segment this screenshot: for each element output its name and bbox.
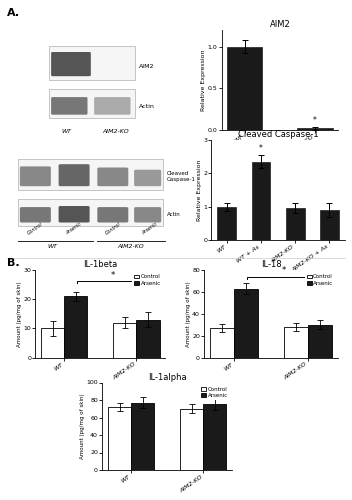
- Text: *: *: [313, 116, 317, 125]
- Bar: [49, 90, 136, 118]
- Text: AIM2: AIM2: [139, 64, 154, 69]
- Text: Cleaved
Caspase-1: Cleaved Caspase-1: [167, 170, 196, 182]
- FancyBboxPatch shape: [97, 207, 128, 222]
- Bar: [252, 162, 270, 240]
- FancyBboxPatch shape: [51, 97, 88, 114]
- Bar: [64, 296, 87, 358]
- FancyBboxPatch shape: [94, 97, 131, 114]
- Text: A.: A.: [7, 8, 20, 18]
- Legend: Control, Arsenic: Control, Arsenic: [132, 273, 163, 287]
- Y-axis label: Relative Expression: Relative Expression: [201, 50, 207, 111]
- FancyBboxPatch shape: [58, 206, 89, 222]
- Bar: [18, 200, 163, 226]
- Bar: [49, 46, 136, 80]
- Text: Actin: Actin: [139, 104, 155, 110]
- Bar: [113, 322, 137, 358]
- Text: AIM2-KO: AIM2-KO: [102, 130, 129, 134]
- Bar: [320, 210, 339, 240]
- Text: *: *: [259, 144, 263, 154]
- Bar: [227, 46, 262, 130]
- FancyBboxPatch shape: [58, 164, 89, 186]
- Bar: [308, 324, 332, 358]
- Text: Actin: Actin: [167, 212, 181, 218]
- Bar: [137, 320, 159, 358]
- Y-axis label: Amount (pg/mg of skin): Amount (pg/mg of skin): [17, 281, 22, 346]
- Bar: [180, 409, 203, 470]
- Legend: Control, Arsenic: Control, Arsenic: [199, 386, 230, 400]
- Title: IL-18: IL-18: [261, 260, 281, 269]
- FancyBboxPatch shape: [20, 166, 51, 186]
- Text: B.: B.: [7, 258, 20, 268]
- Bar: [297, 128, 333, 130]
- Bar: [131, 402, 154, 470]
- Legend: Control, Arsenic: Control, Arsenic: [305, 273, 335, 287]
- Y-axis label: Relative Expression: Relative Expression: [197, 159, 202, 221]
- Title: Cleaved Caspase-1: Cleaved Caspase-1: [238, 130, 319, 139]
- Title: AIM2: AIM2: [270, 20, 290, 29]
- Text: Control: Control: [27, 222, 44, 235]
- Bar: [234, 288, 258, 358]
- Bar: [18, 158, 163, 190]
- Y-axis label: Amount (pg/mg of skin): Amount (pg/mg of skin): [186, 281, 191, 346]
- Bar: [217, 206, 236, 240]
- Text: *: *: [111, 271, 115, 280]
- Bar: [284, 327, 308, 358]
- Bar: [41, 328, 64, 358]
- Text: Arsenic: Arsenic: [65, 221, 83, 236]
- FancyBboxPatch shape: [97, 168, 128, 186]
- Text: AIM2-KO: AIM2-KO: [117, 244, 144, 249]
- Text: Arsenic: Arsenic: [141, 221, 158, 236]
- FancyBboxPatch shape: [134, 207, 161, 222]
- Bar: [286, 208, 304, 240]
- Text: WT: WT: [61, 130, 71, 134]
- Title: IL-1beta: IL-1beta: [83, 260, 118, 269]
- Title: IL-1alpha: IL-1alpha: [148, 372, 187, 382]
- FancyBboxPatch shape: [51, 52, 91, 76]
- Y-axis label: Amount (pg/mg of skin): Amount (pg/mg of skin): [80, 394, 85, 459]
- Text: Control: Control: [104, 222, 121, 235]
- Text: *: *: [282, 266, 286, 276]
- FancyBboxPatch shape: [20, 207, 51, 222]
- FancyBboxPatch shape: [134, 170, 161, 186]
- Bar: [203, 404, 226, 470]
- Bar: [108, 407, 131, 470]
- Bar: [210, 328, 234, 358]
- Text: WT: WT: [48, 244, 58, 249]
